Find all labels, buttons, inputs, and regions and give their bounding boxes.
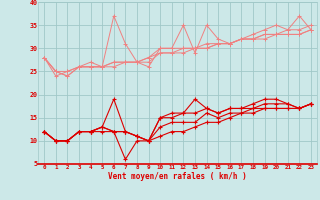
- X-axis label: Vent moyen/en rafales ( km/h ): Vent moyen/en rafales ( km/h ): [108, 172, 247, 181]
